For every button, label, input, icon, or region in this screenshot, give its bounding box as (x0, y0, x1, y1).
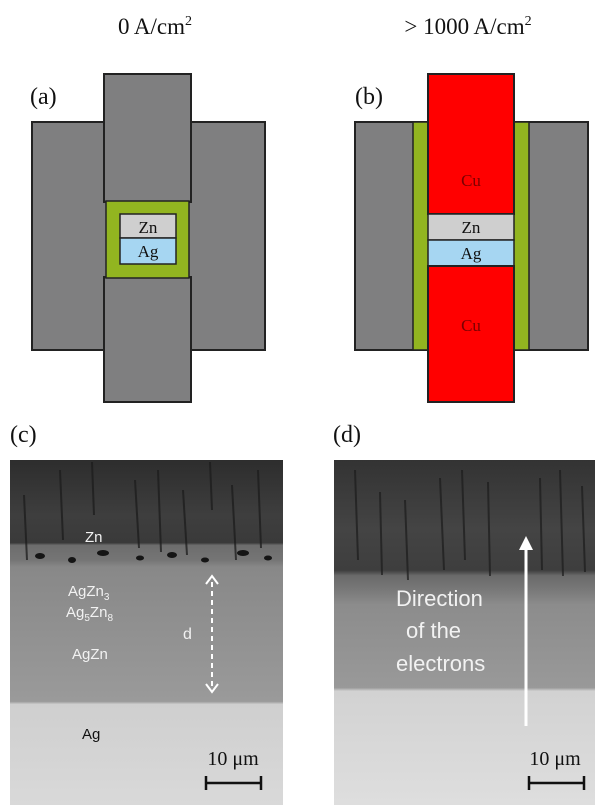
panel-c-thickness-arrow (205, 574, 219, 694)
panel-c-sem-image (10, 460, 283, 805)
panel-b-top-cu-block (427, 73, 515, 215)
panel-c-scale-label: 10 μm (207, 748, 259, 770)
panel-b-ag-label: Ag (461, 244, 482, 263)
panel-c-d-label: d (183, 626, 192, 643)
panel-d-direction-line3: electrons (396, 651, 485, 676)
panel-b-zn-label: Zn (462, 218, 481, 237)
panel-d-scale-bar (527, 776, 586, 790)
panel-a-bottom-block (103, 276, 192, 403)
panel-c-agzn-label: AgZn (72, 646, 108, 663)
panel-a-label: (a) (30, 84, 57, 110)
panel-d-sem-image (334, 460, 595, 805)
panel-a-top-block (103, 73, 192, 203)
panel-a-zn-label: Zn (139, 218, 158, 237)
panel-b-ag-layer (427, 239, 515, 267)
panel-b-label: (b) (355, 84, 383, 110)
panel-d-direction-line2: of the (406, 618, 461, 643)
panel-a-ag-layer (119, 237, 177, 265)
panel-b-bottom-cu-label: Cu (461, 316, 481, 335)
panel-c-ag5zn8-label: Ag5Zn8 (66, 604, 113, 624)
panel-a-ag-label: Ag (138, 242, 159, 261)
panel-c-ag-label: Ag (82, 726, 100, 743)
panel-b-bottom-cu-block (427, 265, 515, 403)
panel-d-direction-line1: Direction (396, 586, 483, 611)
panel-d-electron-arrow (519, 536, 533, 726)
panel-c-scale-bar (204, 776, 263, 790)
panel-c-label: (c) (10, 422, 37, 448)
header-current-high: > 1000 A/cm2 (404, 14, 531, 39)
header-current-zero: 0 A/cm2 (118, 14, 192, 39)
panel-d-scale-label: 10 μm (529, 748, 581, 770)
panel-d-label: (d) (333, 422, 361, 448)
panel-c-agzn3-label: AgZn3 (68, 583, 110, 603)
panel-c-zn-label: Zn (85, 529, 103, 546)
panel-b-top-cu-label: Cu (461, 171, 481, 190)
